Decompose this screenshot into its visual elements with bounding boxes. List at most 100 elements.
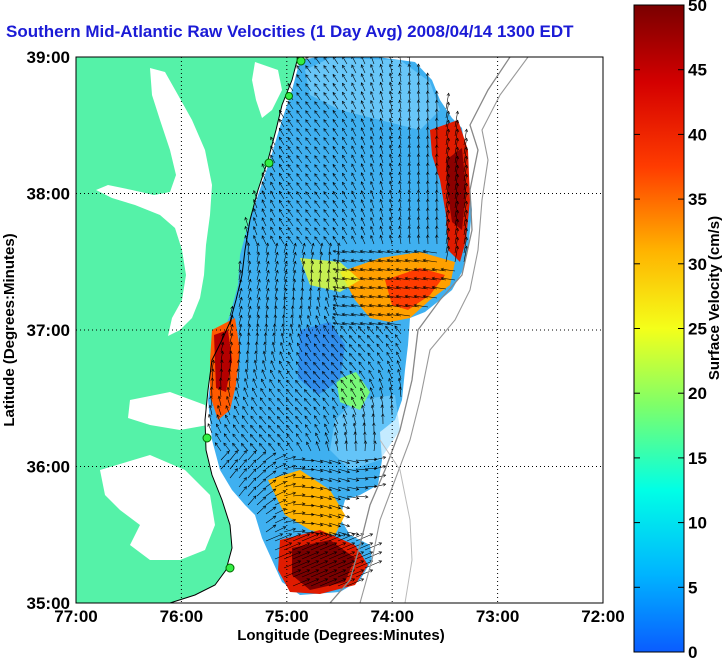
bathymetry-contour-3 [379,439,413,603]
velocity-arrow-head [334,440,339,445]
velocity-arrow [418,73,420,83]
velocity-arrow-head [216,414,220,418]
velocity-arrow [361,217,366,227]
velocity-arrow-head [305,128,309,132]
velocity-arrow-head [253,208,257,212]
velocity-arrow [279,119,285,128]
velocity-arrow-head [346,523,351,528]
velocity-arrow-head [455,146,459,151]
velocity-arrow [342,191,348,200]
velocity-arrow-head [211,368,215,372]
velocity-arrow-head [435,180,439,184]
velocity-arrow-head [314,415,318,419]
velocity-arrow [314,146,321,155]
velocity-arrow-head [257,278,261,283]
velocity-arrow [340,353,348,362]
velocity-arrow [380,136,384,146]
velocity-arrow-head [252,387,256,392]
velocity-arrow [268,434,276,443]
velocity-arrow-head [368,303,373,308]
velocity-arrow [349,370,357,380]
velocity-arrow [291,315,294,326]
velocity-arrow [227,387,231,398]
velocity-arrow [389,118,393,128]
velocity-arrow-head [388,72,393,77]
velocity-arrow [405,259,420,263]
velocity-arrow [305,182,312,191]
velocity-arrow [332,101,339,110]
velocity-arrow-head [306,560,311,564]
velocity-arrow-head [431,276,436,281]
velocity-arrow [361,109,366,119]
velocity-arrow [360,268,375,272]
velocity-arrow [342,405,348,416]
velocity-arrow [380,190,384,200]
velocity-arrow [360,286,375,290]
velocity-arrow-head [407,126,411,130]
velocity-arrow [305,218,312,227]
velocity-arrow [292,243,296,254]
velocity-arrow-head [370,90,374,95]
velocity-arrow-head [282,454,287,458]
velocity-arrow [265,306,268,317]
velocity-arrow [334,432,339,443]
velocity-arrow-head [333,542,338,546]
velocity-arrow [274,533,292,542]
velocity-arrow [342,146,348,155]
velocity-arrow-head [351,154,355,159]
velocity-arrow-head [407,72,411,76]
velocity-arrow [319,252,322,263]
velocity-arrow-head [314,191,318,195]
velocity-arrow-head [328,469,333,474]
velocity-arrow [233,415,240,425]
velocity-arrow [328,578,346,587]
velocity-arrow-head [278,136,283,141]
velocity-arrow-head [357,335,362,339]
velocity-arrow [292,494,305,497]
velocity-arrow-head [372,431,377,435]
velocity-arrow [247,450,257,461]
velocity-arrow [361,136,366,146]
velocity-arrow [380,181,384,191]
velocity-arrow [235,387,240,398]
velocity-arrow-head [229,332,234,337]
velocity-arrow-head [407,198,411,202]
velocity-arrow-head [413,303,418,308]
velocity-arrow-head [455,155,459,160]
velocity-arrow [361,100,366,110]
velocity-arrow-head [341,276,346,281]
velocity-arrow-head [278,163,283,168]
velocity-arrow-head [407,189,411,193]
velocity-arrow [277,442,285,452]
velocity-arrow [301,522,314,525]
velocity-arrow [287,110,294,119]
velocity-arrow-head [333,578,338,582]
velocity-arrow [229,315,233,326]
velocity-arrow-head [234,405,238,410]
velocity-arrow [364,458,377,461]
velocity-arrow [319,551,337,560]
velocity-arrow [256,505,266,515]
velocity-arrow [333,268,348,272]
velocity-arrow-head [361,404,365,409]
velocity-arrow [310,569,328,578]
velocity-arrow-head [270,226,274,231]
velocity-arrow-head [398,216,402,221]
velocity-arrow [342,227,348,236]
velocity-arrow-head [238,260,242,264]
velocity-arrow-head [379,153,383,158]
velocity-arrow-head [253,486,257,490]
velocity-arrow-head [262,359,266,364]
velocity-arrow [389,181,393,191]
velocity-arrow-head [239,305,243,310]
velocity-arrow [292,530,305,533]
velocity-arrow-head [368,361,372,365]
velocity-arrow-head [328,242,332,247]
velocity-arrow [305,424,312,434]
velocity-arrow-head [298,323,302,328]
velocity-arrow [389,145,393,155]
velocity-arrow-head [413,294,418,299]
velocity-arrow-head [328,514,333,519]
velocity-arrow-head [314,164,318,168]
velocity-arrow-head [287,136,291,141]
